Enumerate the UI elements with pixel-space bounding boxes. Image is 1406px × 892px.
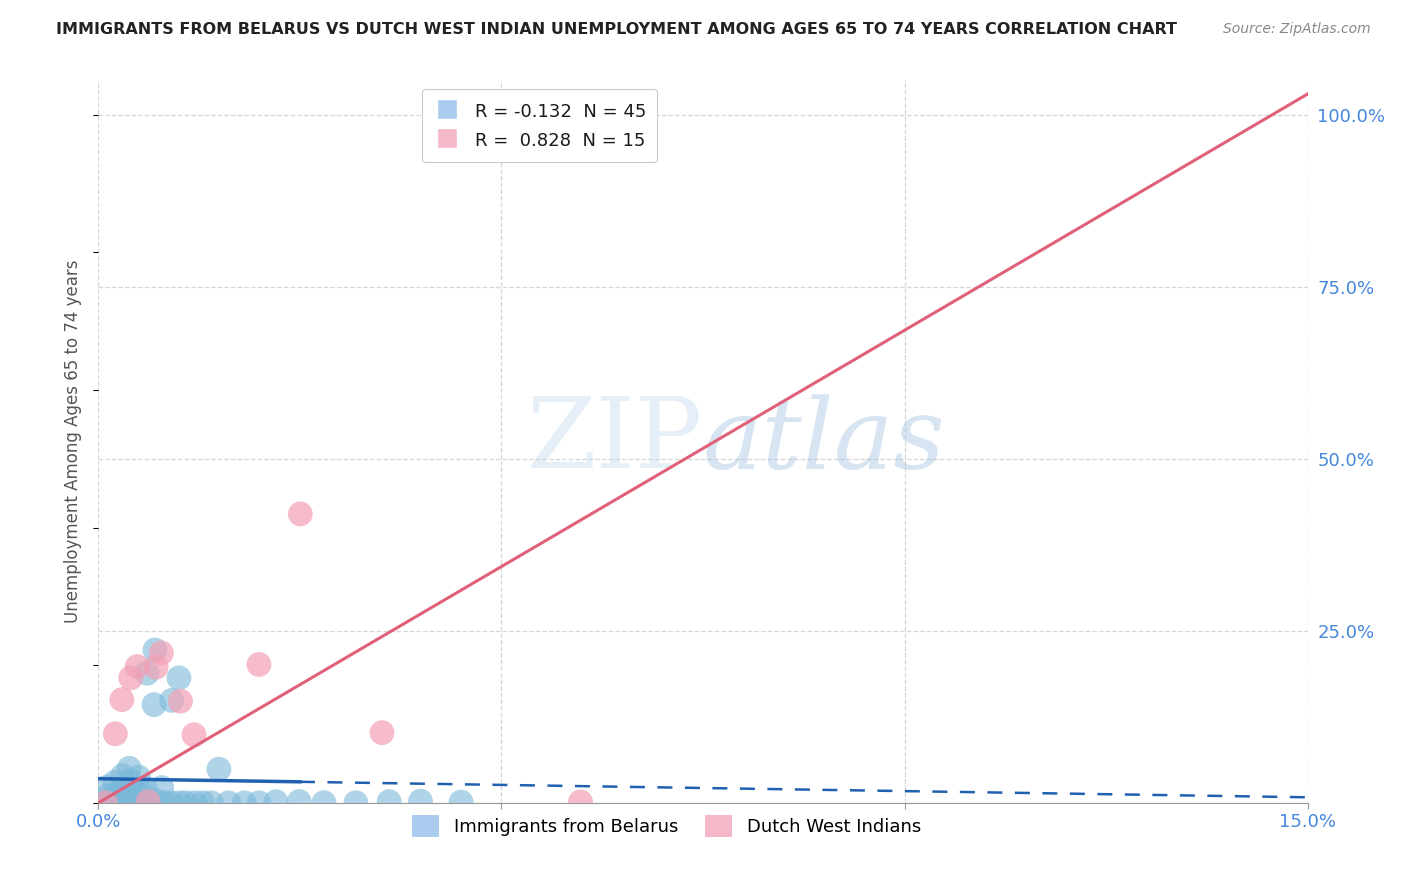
Point [120, 774, 142, 789]
Point [167, 671, 190, 685]
Point [136, 796, 159, 810]
Text: Source: ZipAtlas.com: Source: ZipAtlas.com [1223, 22, 1371, 37]
Point [94, 796, 117, 810]
Point [290, 507, 312, 521]
Point [450, 795, 472, 809]
Point [150, 646, 173, 660]
Point [344, 796, 367, 810]
Point [169, 694, 191, 708]
Point [105, 788, 128, 802]
Point [127, 795, 149, 809]
Point [218, 796, 240, 810]
Point [312, 796, 335, 810]
Point [111, 796, 134, 810]
Point [153, 796, 176, 810]
Point [371, 725, 394, 739]
Point [96, 789, 118, 804]
Point [208, 762, 231, 776]
Point [145, 660, 167, 674]
Point [129, 787, 152, 801]
Point [104, 727, 127, 741]
Point [136, 666, 159, 681]
Point [104, 796, 127, 810]
Point [94, 795, 117, 809]
Point [143, 643, 166, 657]
Point [111, 692, 134, 706]
Point [145, 794, 167, 808]
Point [531, 109, 554, 123]
Text: atlas: atlas [703, 394, 946, 489]
Text: ZIP: ZIP [527, 393, 703, 490]
Point [134, 781, 156, 796]
Point [174, 796, 197, 810]
Point [120, 671, 142, 685]
Point [160, 796, 183, 810]
Point [111, 769, 134, 783]
Point [120, 796, 142, 810]
Point [111, 781, 134, 796]
Point [409, 794, 432, 808]
Point [191, 796, 214, 810]
Point [118, 761, 141, 775]
Point [110, 789, 132, 803]
Point [247, 796, 270, 810]
Point [150, 780, 173, 795]
Point [288, 795, 311, 809]
Point [169, 796, 191, 810]
Point [184, 796, 207, 810]
Point [128, 770, 150, 784]
Legend: Immigrants from Belarus, Dutch West Indians: Immigrants from Belarus, Dutch West Indi… [405, 808, 928, 845]
Point [247, 657, 270, 672]
Point [127, 659, 149, 673]
Point [143, 698, 166, 712]
Point [127, 781, 149, 796]
Point [121, 790, 143, 805]
Point [569, 795, 592, 809]
Text: IMMIGRANTS FROM BELARUS VS DUTCH WEST INDIAN UNEMPLOYMENT AMONG AGES 65 TO 74 YE: IMMIGRANTS FROM BELARUS VS DUTCH WEST IN… [56, 22, 1177, 37]
Point [378, 795, 401, 809]
Point [200, 796, 222, 810]
Point [136, 795, 159, 809]
Point [264, 795, 287, 809]
Point [104, 775, 127, 789]
Point [160, 693, 183, 707]
Point [233, 796, 256, 810]
Point [183, 728, 205, 742]
Point [96, 780, 118, 795]
Y-axis label: Unemployment Among Ages 65 to 74 years: Unemployment Among Ages 65 to 74 years [65, 260, 83, 624]
